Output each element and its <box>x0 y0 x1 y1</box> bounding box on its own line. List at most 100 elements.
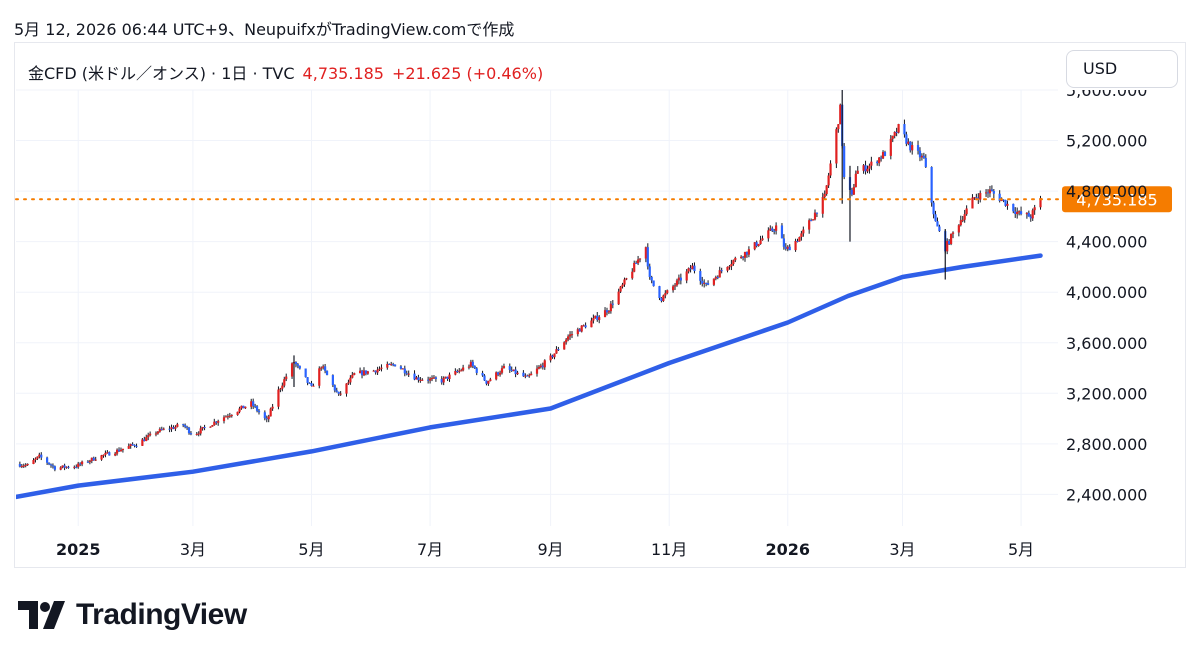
candle-body <box>80 461 84 465</box>
candle-body <box>553 353 556 358</box>
candle-body <box>320 367 323 369</box>
candle-body <box>372 370 375 372</box>
candle-body <box>417 377 420 381</box>
candle-body <box>131 444 134 446</box>
y-tick-label: 2,800.000 <box>1066 435 1147 454</box>
candle-body <box>948 240 951 245</box>
candle-body <box>815 212 819 214</box>
candle-body <box>936 221 939 227</box>
candle-body <box>973 197 976 199</box>
candle-body <box>757 244 760 247</box>
candle-body <box>650 276 653 281</box>
candle-body <box>230 414 233 416</box>
candle-body <box>878 157 881 164</box>
y-tick-label: 3,200.000 <box>1066 384 1147 403</box>
candle-body <box>539 365 542 368</box>
candle-body <box>162 428 165 430</box>
candle-body <box>1029 216 1032 219</box>
candle-body <box>701 280 704 284</box>
candle-body <box>870 161 873 166</box>
candle-body <box>467 366 471 368</box>
candle-body <box>975 197 978 199</box>
candle-body <box>378 368 381 370</box>
candle-body <box>345 383 348 394</box>
candle-body <box>652 280 655 287</box>
candle-body <box>971 197 974 209</box>
candle-body <box>51 465 55 467</box>
candle-body <box>353 373 356 375</box>
candle-body <box>347 382 350 384</box>
candle-body <box>26 463 29 465</box>
candle-body <box>75 466 78 468</box>
candle-body <box>500 368 504 373</box>
candle-body <box>279 388 282 390</box>
candle-body <box>897 124 900 133</box>
candle-body <box>726 266 729 271</box>
candle-body <box>759 240 762 245</box>
candle-body <box>88 460 91 463</box>
candle-body <box>432 377 436 379</box>
candle-body <box>879 157 883 159</box>
y-tick-label: 4,800.000 <box>1066 182 1147 201</box>
candle-body <box>689 268 692 270</box>
candle-body <box>154 433 158 435</box>
candle-body <box>638 258 642 260</box>
candle-body <box>360 370 364 376</box>
x-tick-label: 11月 <box>651 540 687 559</box>
candle-body <box>238 408 241 412</box>
candle-body <box>576 329 579 335</box>
candle-body <box>893 131 896 136</box>
candle-body <box>149 433 152 436</box>
candle-body <box>862 165 865 171</box>
candle-body <box>619 286 622 292</box>
last-price-tag <box>1062 186 1172 213</box>
moving-average-line <box>16 253 1043 500</box>
candle-body <box>446 376 449 380</box>
candle-body <box>473 365 476 369</box>
candle-body <box>909 141 912 151</box>
x-tick-label: 2026 <box>766 540 811 559</box>
candle-body <box>189 433 193 435</box>
candle-body <box>59 467 62 470</box>
candle-body <box>415 377 418 380</box>
candle-body <box>930 166 933 203</box>
candle-body <box>734 257 737 261</box>
candle-body <box>271 406 274 409</box>
x-axis: 2025 3月 5月 7月 9月 11月 2026 3月 5月 <box>56 540 1034 559</box>
candle-body <box>607 311 611 313</box>
candle-body <box>308 382 311 384</box>
candle-body <box>244 406 247 409</box>
candle-body <box>487 381 490 384</box>
candle-body <box>856 170 859 174</box>
candle-body <box>40 454 43 458</box>
candle-body <box>916 145 920 151</box>
candle-body <box>419 379 422 381</box>
candle-body <box>938 226 941 232</box>
candle-body <box>959 220 962 226</box>
candle-body <box>182 424 185 426</box>
y-tick-label: 4,000.000 <box>1066 283 1147 302</box>
candle-body <box>808 220 811 230</box>
candle-body <box>864 165 867 172</box>
chart-caption: 5月 12, 2026 06:44 UTC+9、NeupuifxがTrading… <box>14 20 515 39</box>
currency-button[interactable]: USD <box>1066 50 1178 88</box>
candle-body <box>986 192 990 194</box>
candle-body <box>36 456 39 459</box>
candle-body <box>176 424 179 427</box>
candle-body <box>49 464 53 466</box>
candle-body <box>889 138 892 156</box>
candle-body <box>22 465 25 467</box>
candle-body <box>469 361 473 367</box>
candle-body <box>471 361 474 366</box>
candle-body <box>160 428 163 430</box>
candles-layer <box>18 90 1042 472</box>
y-tick-label: 3,600.000 <box>1066 334 1147 353</box>
candle-body <box>598 317 601 320</box>
candle-body <box>703 282 706 284</box>
candle-body <box>483 375 486 381</box>
candle-body <box>535 368 539 374</box>
candle-body <box>32 460 35 464</box>
candle-body <box>786 246 789 249</box>
candle-body <box>448 374 451 380</box>
